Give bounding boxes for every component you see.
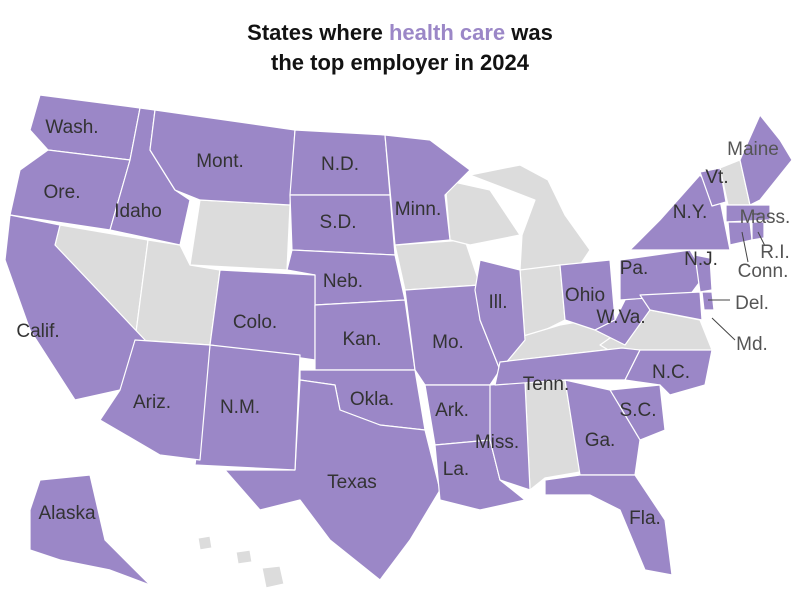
state-label: Ariz. [133,392,171,413]
state-label: Ohio [565,285,605,306]
state-label: Neb. [323,271,363,292]
state-shape [261,565,285,589]
state-label: Conn. [738,261,789,282]
title-line-1: States where health care was [247,20,553,45]
state-shape [99,339,211,461]
state-label: Ga. [585,430,616,451]
state-shape [29,474,151,586]
state-shape [725,204,771,223]
title-before: States where [247,20,389,45]
state-shape [624,349,713,396]
state-shape [751,221,765,241]
state-label: Tenn. [523,374,569,395]
state-shape [639,291,703,321]
state-label: S.D. [320,212,357,233]
state-shape [701,291,715,311]
state-label: Ill. [489,292,508,313]
state-label: N.J. [684,249,718,270]
state-label: Maine [727,139,779,160]
state-label: Fla. [629,508,661,529]
state-label: Del. [735,293,769,314]
leader-lines [708,213,766,341]
state-label: R.I. [760,242,790,263]
state-label: Mass. [740,207,791,228]
state-shape [694,254,713,293]
state-label: Alaska [38,503,95,524]
title-after: was [505,20,553,45]
state-label: Wash. [45,117,98,138]
state-label: Texas [327,472,377,493]
state-label: Mont. [196,151,244,172]
leader-line [711,317,736,341]
state-shape [619,249,706,301]
state-label: Idaho [114,201,162,222]
state-shape [564,379,641,476]
states [4,94,793,589]
state-label: Minn. [395,199,441,220]
state-label: Calif. [16,321,59,342]
state-label: Md. [736,334,768,355]
state-shape [9,149,131,231]
state-shape [197,535,213,551]
leader-line [741,231,749,263]
title-highlight: health care [389,20,505,45]
state-shape [224,379,441,581]
state-shape [394,239,481,291]
state-label: N.C. [652,362,690,383]
state-shape [384,134,471,246]
state-shape [235,549,253,565]
state-label: Ore. [44,182,81,203]
state-shape [699,167,727,207]
leader-line [757,231,766,247]
state-label: La. [443,459,469,480]
state-label: Miss. [475,432,519,453]
state-label: N.M. [220,397,260,418]
state-label: Kan. [342,329,381,350]
state-label: Colo. [233,312,277,333]
state-label: Pa. [620,258,649,279]
state-label: S.C. [620,400,657,421]
state-label: Mo. [432,332,464,353]
state-shape [189,199,291,271]
state-shape [544,474,673,576]
state-label: Okla. [350,389,394,410]
state-label: Ark. [435,400,469,421]
state-label: N.Y. [673,202,708,223]
state-label: W.Va. [596,307,645,328]
state-labels: Wash. Ore. Calif. Idaho Mont. N.D. S.D. Neb. Col… [16,117,790,529]
state-label: N.D. [321,154,359,175]
title-line-2: the top employer in 2024 [271,50,530,75]
state-label: Vt. [705,167,728,188]
